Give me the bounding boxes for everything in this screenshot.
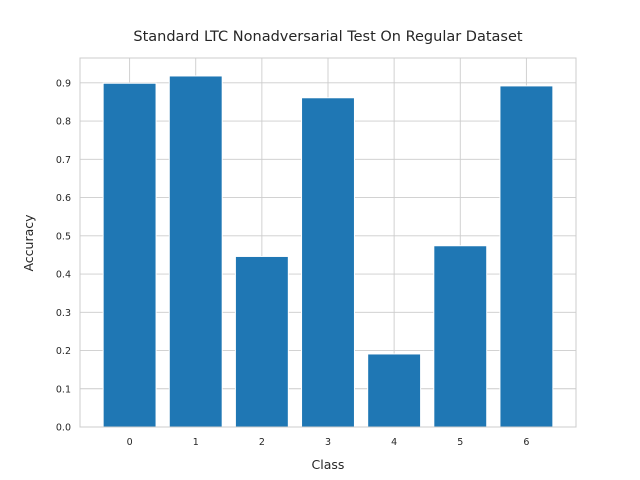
x-tick-label: 0	[127, 437, 133, 448]
bar-class-1	[168, 75, 223, 428]
x-tick-label: 4	[391, 437, 397, 448]
x-axis-label: Class	[312, 457, 345, 472]
y-tick-label: 0.2	[56, 346, 71, 357]
bars	[102, 75, 554, 428]
bar-class-5	[433, 245, 488, 428]
bar-class-0	[102, 82, 157, 428]
x-tick-label: 2	[259, 437, 265, 448]
y-tick-label: 0.6	[56, 193, 71, 204]
y-tick-label: 0.5	[56, 231, 71, 242]
bar-class-2	[234, 255, 289, 428]
x-tick-label: 6	[523, 437, 529, 448]
y-tick-label: 0.1	[56, 384, 71, 395]
x-tick-label: 3	[325, 437, 331, 448]
bar-class-4	[367, 353, 422, 428]
x-tick-labels: 0 1 2 3 4 5 6	[127, 437, 530, 448]
y-tick-label: 0.3	[56, 308, 71, 319]
chart-title: Standard LTC Nonadversarial Test On Regu…	[133, 29, 523, 45]
bar-class-6	[499, 85, 554, 428]
y-tick-label: 0.7	[56, 155, 71, 166]
y-tick-label: 0.4	[56, 270, 71, 281]
y-axis-label: Accuracy	[21, 214, 36, 272]
plot-frame	[79, 57, 577, 428]
y-tick-label: 0.0	[56, 423, 71, 434]
x-tick-label: 5	[457, 437, 463, 448]
bar-class-3	[301, 97, 355, 428]
x-tick-label: 1	[193, 437, 199, 448]
y-tick-label: 0.8	[56, 117, 71, 128]
y-tick-label: 0.9	[56, 78, 71, 89]
y-tick-labels: 0.0 0.1 0.2 0.3 0.4 0.5 0.6 0.7 0.8 0.9	[56, 78, 71, 433]
